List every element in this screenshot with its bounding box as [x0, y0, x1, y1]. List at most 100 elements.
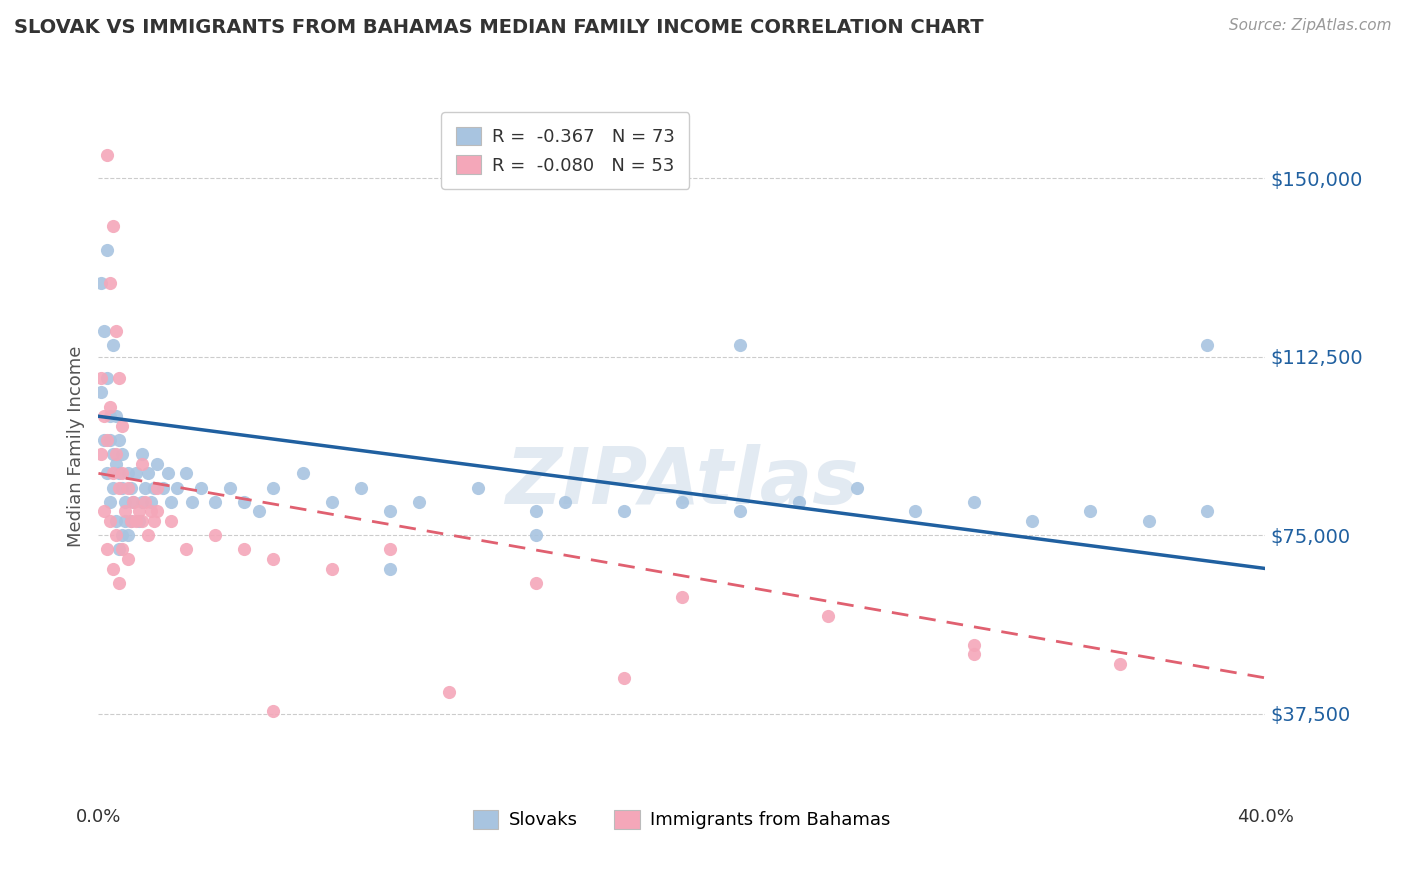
Point: [142, 514, 165, 528]
Point: [146, 504, 169, 518]
Point: [1195, 338, 1218, 352]
Point: [104, 457, 127, 471]
Point: [134, 481, 156, 495]
Point: [96, 542, 118, 557]
Point: [108, 371, 131, 385]
Point: [204, 528, 226, 542]
Point: [101, 561, 124, 575]
Point: [180, 495, 202, 509]
Point: [904, 504, 927, 518]
Point: [117, 528, 139, 542]
Point: [962, 647, 984, 661]
Point: [101, 467, 124, 481]
Point: [166, 481, 188, 495]
Point: [730, 338, 752, 352]
Point: [1195, 504, 1218, 518]
Point: [122, 495, 145, 509]
Point: [146, 481, 169, 495]
Point: [98, 276, 121, 290]
Point: [131, 514, 153, 528]
Point: [233, 495, 256, 509]
Legend: Slovaks, Immigrants from Bahamas: Slovaks, Immigrants from Bahamas: [465, 803, 898, 837]
Point: [114, 495, 136, 509]
Point: [101, 338, 124, 352]
Point: [108, 467, 131, 481]
Text: SLOVAK VS IMMIGRANTS FROM BAHAMAS MEDIAN FAMILY INCOME CORRELATION CHART: SLOVAK VS IMMIGRANTS FROM BAHAMAS MEDIAN…: [14, 18, 984, 37]
Point: [108, 575, 131, 590]
Point: [146, 457, 169, 471]
Point: [90, 276, 112, 290]
Point: [93, 409, 115, 424]
Point: [96, 371, 118, 385]
Point: [111, 418, 134, 433]
Point: [134, 495, 156, 509]
Point: [98, 514, 121, 528]
Point: [120, 514, 142, 528]
Point: [233, 542, 256, 557]
Text: Source: ZipAtlas.com: Source: ZipAtlas.com: [1229, 18, 1392, 33]
Point: [787, 495, 810, 509]
Point: [817, 609, 839, 624]
Point: [612, 671, 634, 685]
Point: [90, 447, 112, 461]
Point: [380, 542, 402, 557]
Point: [111, 542, 134, 557]
Point: [321, 495, 343, 509]
Point: [524, 575, 547, 590]
Point: [114, 504, 136, 518]
Point: [120, 481, 142, 495]
Point: [262, 704, 284, 718]
Point: [962, 495, 984, 509]
Point: [380, 561, 402, 575]
Point: [152, 481, 174, 495]
Point: [93, 433, 115, 447]
Point: [350, 481, 373, 495]
Point: [846, 481, 869, 495]
Point: [174, 467, 197, 481]
Point: [131, 495, 153, 509]
Point: [93, 324, 115, 338]
Point: [111, 481, 134, 495]
Point: [128, 504, 150, 518]
Point: [204, 495, 226, 509]
Point: [125, 514, 148, 528]
Point: [262, 481, 284, 495]
Point: [1021, 514, 1043, 528]
Point: [131, 447, 153, 461]
Point: [104, 409, 127, 424]
Point: [157, 467, 180, 481]
Point: [190, 481, 212, 495]
Point: [122, 495, 145, 509]
Point: [101, 447, 124, 461]
Point: [136, 528, 159, 542]
Point: [612, 504, 634, 518]
Point: [291, 467, 314, 481]
Point: [98, 433, 121, 447]
Point: [101, 481, 124, 495]
Point: [408, 495, 430, 509]
Point: [730, 504, 752, 518]
Point: [962, 638, 984, 652]
Point: [108, 433, 131, 447]
Point: [139, 504, 162, 518]
Point: [139, 495, 162, 509]
Point: [117, 467, 139, 481]
Point: [554, 495, 576, 509]
Point: [380, 504, 402, 518]
Point: [93, 504, 115, 518]
Point: [128, 514, 150, 528]
Point: [524, 528, 547, 542]
Point: [96, 243, 118, 257]
Point: [104, 324, 127, 338]
Point: [96, 467, 118, 481]
Point: [111, 447, 134, 461]
Point: [437, 685, 460, 699]
Point: [467, 481, 489, 495]
Point: [98, 409, 121, 424]
Point: [671, 590, 693, 604]
Point: [160, 514, 183, 528]
Point: [262, 552, 284, 566]
Point: [117, 552, 139, 566]
Point: [120, 514, 142, 528]
Point: [96, 147, 118, 161]
